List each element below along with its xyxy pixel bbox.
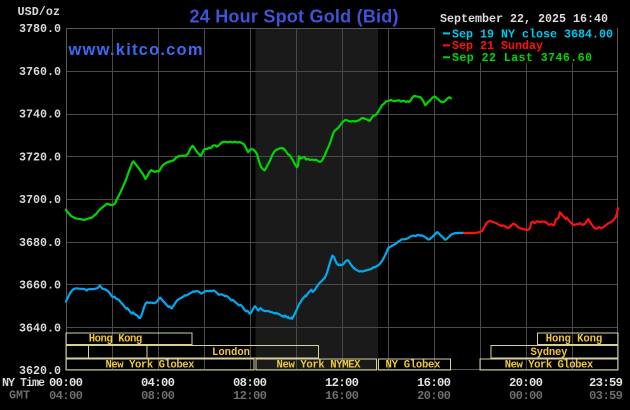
svg-text:12:00: 12:00 <box>233 389 267 403</box>
svg-text:NY Globex: NY Globex <box>386 359 442 371</box>
svg-text:24 Hour Spot Gold (Bid): 24 Hour Spot Gold (Bid) <box>190 6 399 26</box>
svg-text:20:00: 20:00 <box>417 389 451 403</box>
svg-text:03:59: 03:59 <box>589 389 623 403</box>
svg-text:3640.0: 3640.0 <box>19 321 61 335</box>
svg-text:3660.0: 3660.0 <box>19 279 61 293</box>
svg-text:GMT: GMT <box>9 389 30 403</box>
svg-text:Sep 19 NY close 3684.00: Sep 19 NY close 3684.00 <box>452 27 613 41</box>
svg-text:Sep 22 Last 3746.60: Sep 22 Last 3746.60 <box>452 51 592 65</box>
svg-text:08:00: 08:00 <box>233 376 267 390</box>
svg-text:Hong Kong: Hong Kong <box>546 334 603 346</box>
svg-text:www.kitco.com: www.kitco.com <box>68 41 203 59</box>
svg-text:3740.0: 3740.0 <box>19 108 61 122</box>
svg-text:16:00: 16:00 <box>325 389 359 403</box>
svg-text:3780.0: 3780.0 <box>19 22 61 36</box>
svg-text:3680.0: 3680.0 <box>19 236 61 250</box>
svg-text:3620.0: 3620.0 <box>19 364 61 378</box>
svg-text:USD/oz: USD/oz <box>18 5 61 19</box>
svg-text:New York Globex: New York Globex <box>106 359 196 371</box>
svg-text:20:00: 20:00 <box>509 376 543 390</box>
svg-text:New York Globex: New York Globex <box>505 359 594 371</box>
svg-text:23:59: 23:59 <box>589 376 623 390</box>
svg-text:September 22, 2025 16:40: September 22, 2025 16:40 <box>440 12 608 26</box>
svg-text:16:00: 16:00 <box>417 376 451 390</box>
svg-text:3760.0: 3760.0 <box>19 65 61 79</box>
svg-text:New York NYMEX: New York NYMEX <box>277 359 362 371</box>
svg-text:08:00: 08:00 <box>141 389 175 403</box>
svg-text:04:00: 04:00 <box>49 389 83 403</box>
svg-text:London: London <box>212 347 250 359</box>
svg-text:00:00: 00:00 <box>49 376 83 390</box>
svg-text:00:00: 00:00 <box>509 389 543 403</box>
svg-text:Hong Kong: Hong Kong <box>89 334 143 346</box>
svg-text:3720.0: 3720.0 <box>19 150 61 164</box>
svg-text:12:00: 12:00 <box>325 376 359 390</box>
svg-text:NY Time: NY Time <box>2 376 45 390</box>
svg-text:Sep 21 Sunday: Sep 21 Sunday <box>452 39 543 53</box>
svg-text:3700.0: 3700.0 <box>19 193 61 207</box>
svg-text:Sydney: Sydney <box>531 347 569 359</box>
svg-text:04:00: 04:00 <box>141 376 175 390</box>
